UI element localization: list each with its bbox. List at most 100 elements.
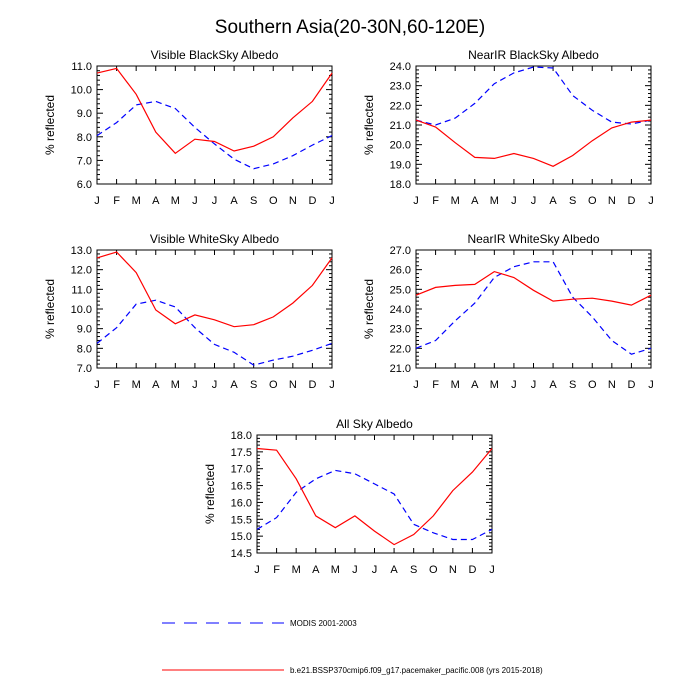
x-tick-label: S — [569, 195, 576, 207]
legend-label-modis: MODIS 2001-2003 — [290, 619, 357, 628]
y-tick-label: 15.5 — [231, 514, 252, 526]
y-tick-label: 11.0 — [71, 284, 92, 296]
y-tick-label: 21.0 — [390, 363, 411, 375]
y-tick-label: 7.0 — [77, 363, 92, 375]
series-line-model — [415, 270, 652, 306]
panel-title: All Sky Albedo — [336, 417, 413, 431]
y-axis-label: % reflected — [362, 95, 376, 155]
x-tick-label: M — [132, 379, 141, 391]
x-tick-label: M — [171, 195, 180, 207]
x-tick-label: M — [490, 379, 499, 391]
y-tick-label: 21.0 — [390, 120, 411, 132]
plot-frame — [256, 434, 493, 554]
x-tick-label: M — [171, 379, 180, 391]
x-tick-label: F — [113, 195, 120, 207]
x-tick-label: S — [250, 379, 257, 391]
x-tick-label: O — [588, 379, 597, 391]
y-tick-label: 27.0 — [390, 245, 411, 257]
x-tick-label: M — [331, 564, 340, 576]
series-line-model — [96, 67, 333, 155]
series-line-modis — [415, 261, 652, 355]
x-tick-label: D — [627, 379, 635, 391]
x-tick-label: M — [490, 195, 499, 207]
x-tick-label: A — [471, 195, 479, 207]
x-tick-label: F — [432, 379, 439, 391]
x-tick-label: N — [289, 195, 297, 207]
x-tick-label: A — [152, 379, 160, 391]
panel-title: Visible WhiteSky Albedo — [150, 232, 280, 246]
x-tick-label: J — [531, 379, 537, 391]
x-tick-label: A — [549, 379, 557, 391]
x-tick-label: J — [511, 195, 517, 207]
y-tick-label: 6.0 — [77, 179, 92, 191]
x-tick-label: J — [212, 379, 218, 391]
x-tick-label: A — [312, 564, 320, 576]
x-tick-label: D — [308, 195, 316, 207]
x-tick-label: J — [489, 564, 495, 576]
y-tick-label: 10.0 — [71, 85, 92, 97]
x-tick-label: D — [308, 379, 316, 391]
y-tick-label: 9.0 — [77, 324, 92, 336]
x-tick-label: A — [390, 564, 398, 576]
x-tick-label: A — [152, 195, 160, 207]
x-tick-label: F — [273, 564, 280, 576]
series-line-modis — [256, 469, 493, 541]
x-tick-label: O — [588, 195, 597, 207]
series-line-modis — [96, 100, 333, 170]
x-tick-label: J — [511, 379, 517, 391]
legend-label-model: b.e21.BSSP370cmip6.f09_g17.pacemaker_pac… — [290, 666, 543, 675]
y-tick-label: 15.0 — [231, 531, 252, 543]
x-tick-label: A — [471, 379, 479, 391]
y-tick-label: 18.0 — [231, 430, 252, 442]
x-tick-label: M — [451, 195, 460, 207]
x-tick-label: J — [94, 195, 100, 207]
y-tick-label: 8.0 — [77, 343, 92, 355]
x-tick-label: J — [192, 195, 198, 207]
y-tick-label: 9.0 — [77, 108, 92, 120]
y-axis-label: % reflected — [43, 279, 57, 339]
legend: MODIS 2001-2003 b.e21.BSSP370cmip6.f09_g… — [162, 619, 543, 675]
series-line-model — [256, 447, 493, 546]
y-tick-label: 16.5 — [231, 481, 252, 493]
panel-title: Visible BlackSky Albedo — [151, 48, 279, 62]
y-tick-label: 13.0 — [71, 245, 92, 257]
y-tick-label: 16.0 — [231, 497, 252, 509]
x-tick-label: O — [269, 195, 278, 207]
x-tick-label: N — [289, 379, 297, 391]
y-tick-label: 22.0 — [390, 343, 411, 355]
series-line-model — [415, 119, 652, 167]
y-tick-label: 26.0 — [390, 265, 411, 277]
y-tick-label: 7.0 — [77, 155, 92, 167]
x-tick-label: M — [292, 564, 301, 576]
x-tick-label: F — [113, 379, 120, 391]
plot-frame — [415, 65, 652, 185]
y-tick-label: 22.0 — [390, 100, 411, 112]
y-tick-label: 24.0 — [390, 61, 411, 73]
y-tick-label: 17.5 — [231, 447, 252, 459]
y-tick-label: 19.0 — [390, 159, 411, 171]
x-tick-label: S — [250, 195, 257, 207]
x-tick-label: J — [329, 379, 335, 391]
y-tick-label: 10.0 — [71, 304, 92, 316]
figure-title: Southern Asia(20-30N,60-120E) — [215, 17, 485, 38]
x-tick-label: D — [627, 195, 635, 207]
plot-frame — [96, 65, 333, 185]
y-tick-label: 12.0 — [71, 265, 92, 277]
x-tick-label: J — [372, 564, 378, 576]
x-tick-label: A — [549, 195, 557, 207]
panel-title: NearIR WhiteSky Albedo — [467, 232, 599, 246]
series-line-modis — [96, 299, 333, 366]
x-tick-label: J — [192, 379, 198, 391]
y-tick-label: 24.0 — [390, 304, 411, 316]
y-tick-label: 25.0 — [390, 284, 411, 296]
y-axis-label: % reflected — [362, 279, 376, 339]
x-tick-label: J — [648, 195, 654, 207]
series-line-model — [96, 251, 333, 328]
x-tick-label: N — [608, 195, 616, 207]
x-tick-label: O — [429, 564, 438, 576]
y-tick-label: 23.0 — [390, 324, 411, 336]
